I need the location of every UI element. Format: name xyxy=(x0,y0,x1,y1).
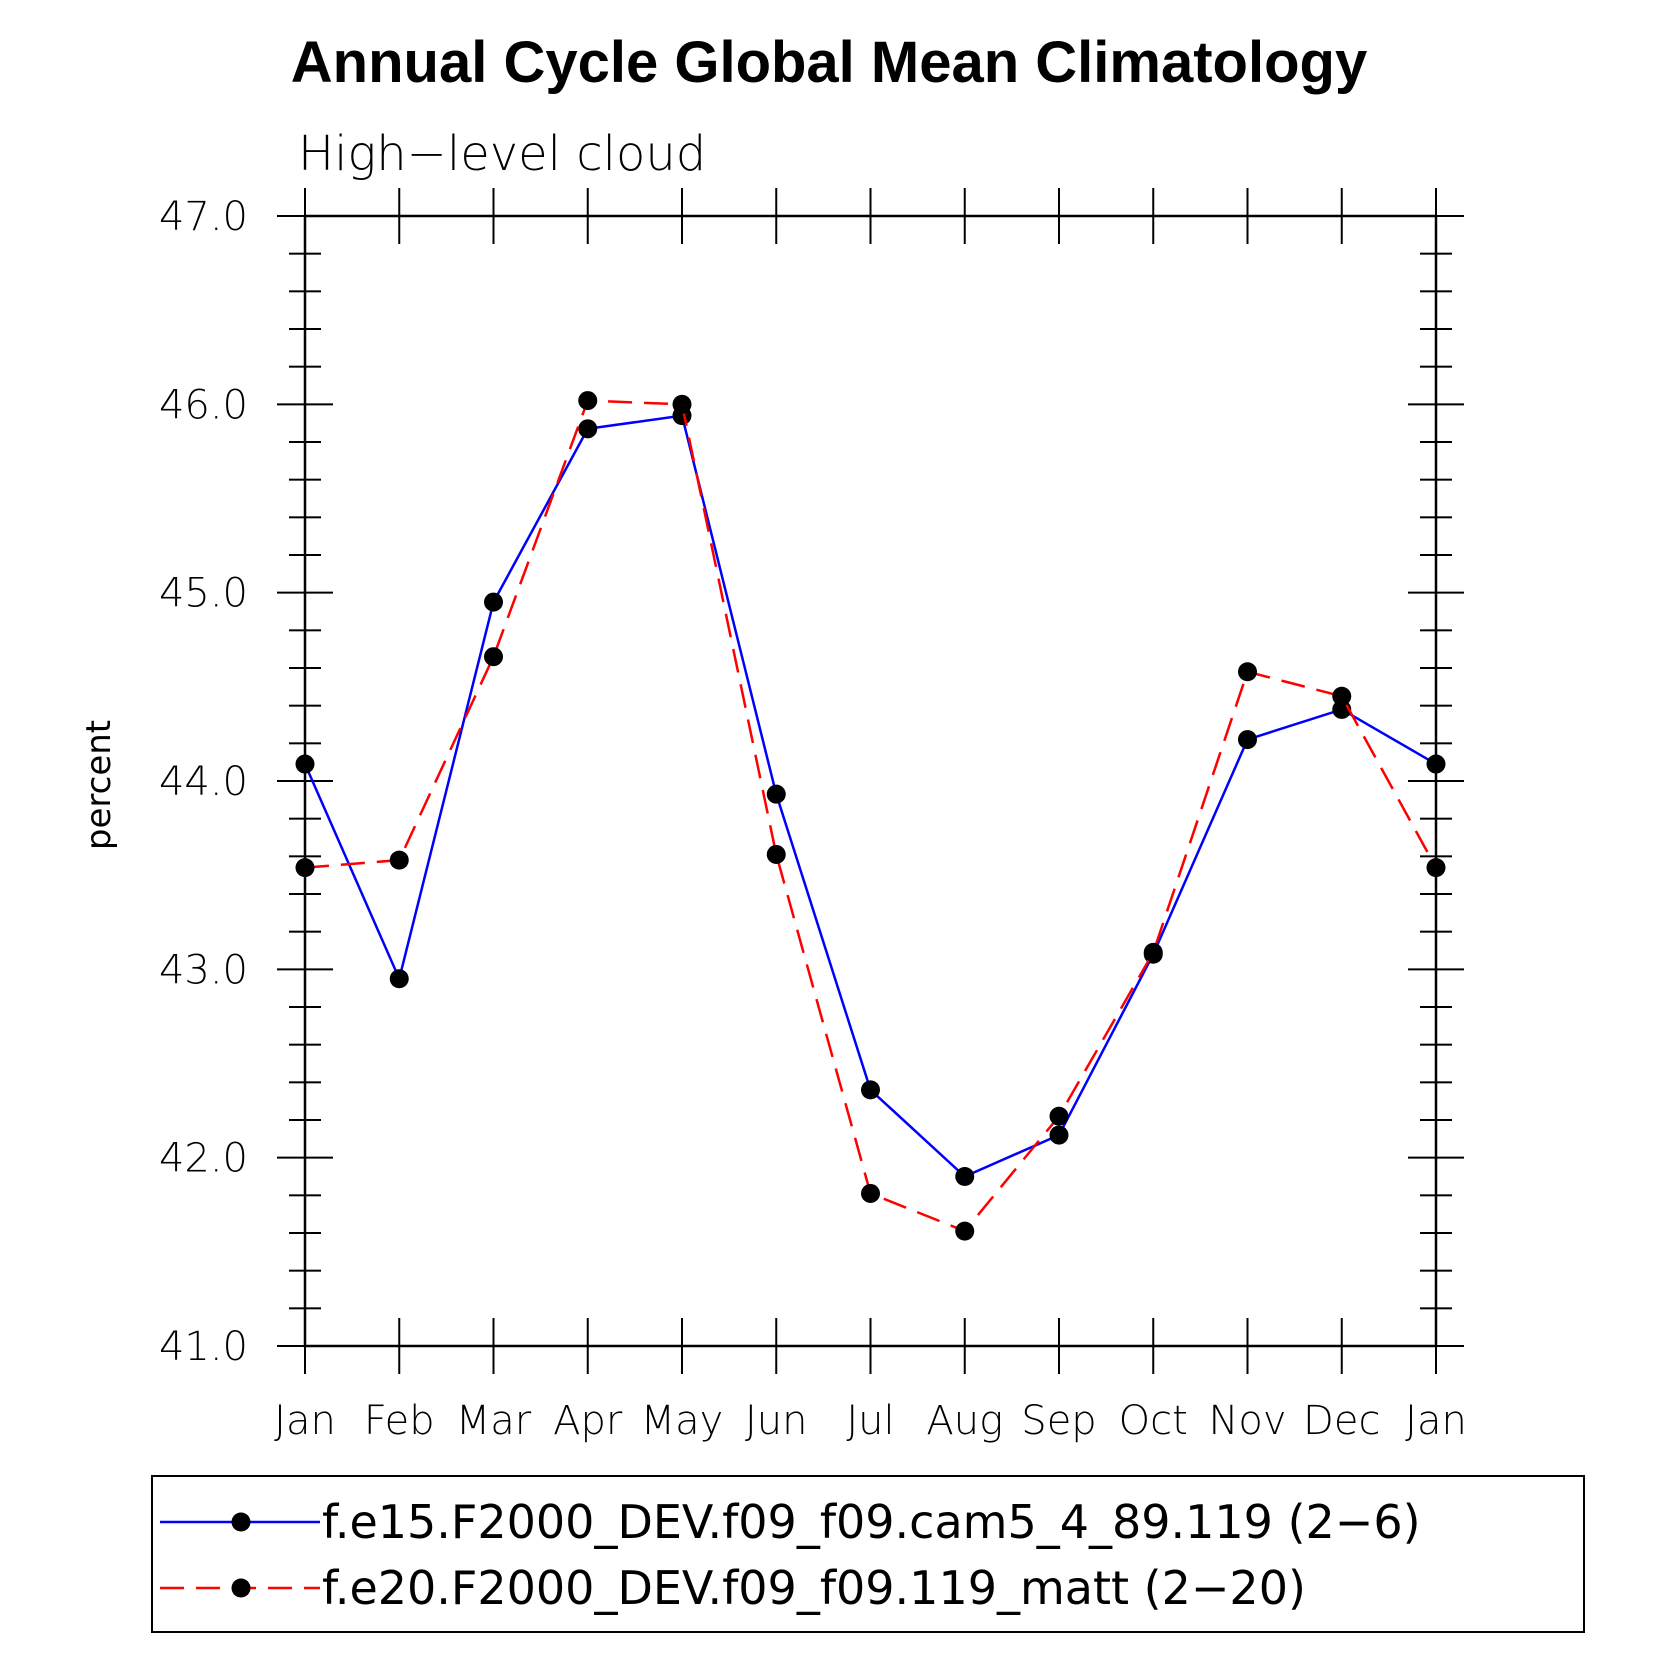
data-point-series-1 xyxy=(955,1167,975,1186)
data-point-series-1 xyxy=(484,592,503,612)
data-point-series-1 xyxy=(295,754,315,774)
y-tick-label: 45.0 xyxy=(159,571,248,617)
x-tick-label: Jan xyxy=(1405,1398,1467,1444)
x-tick-label: Jul xyxy=(846,1398,894,1444)
x-tick-label: Dec xyxy=(1303,1398,1380,1444)
plot-frame xyxy=(303,214,1438,1348)
data-point-series-2 xyxy=(766,844,786,864)
x-tick-labels: Jan Feb Mar Apr May Jun Jul Aug Sep Oct Nov Dec Jan xyxy=(274,1398,1467,1444)
legend-box xyxy=(151,1475,1585,1633)
x-tick-label: Aug xyxy=(926,1398,1003,1444)
x-tick-label: Jun xyxy=(745,1398,808,1444)
legend-marker-1 xyxy=(231,1512,251,1532)
data-point-series-1 xyxy=(389,969,409,989)
legend-label-1: f.e15.F2000_DEV.f09_f09.cam5_4_89.119 (2… xyxy=(322,1495,1421,1549)
series-line-1 xyxy=(303,414,1437,1178)
data-point-series-2 xyxy=(295,858,315,878)
data-point-series-1 xyxy=(1049,1125,1069,1145)
data-point-series-1 xyxy=(1238,730,1257,750)
legend-label-2: f.e20.F2000_DEV.f09_f09.119_matt (2−20) xyxy=(322,1561,1306,1615)
legend-marker-2 xyxy=(231,1578,251,1598)
data-point-series-2 xyxy=(1143,942,1163,962)
legend: f.e15.F2000_DEV.f09_f09.cam5_4_89.119 (2… xyxy=(160,1495,1421,1615)
axis-ticks xyxy=(277,188,1464,1374)
data-point-series-1 xyxy=(766,784,786,804)
data-point-series-2 xyxy=(484,647,503,667)
data-point-series-2 xyxy=(1332,686,1352,706)
data-point-series-2 xyxy=(672,394,692,414)
data-point-series-1 xyxy=(1426,754,1446,774)
x-tick-label: Oct xyxy=(1119,1398,1188,1444)
data-point-series-2 xyxy=(955,1221,975,1241)
x-tick-label: May xyxy=(641,1398,724,1444)
data-point-series-1 xyxy=(578,419,598,439)
chart-title: Annual Cycle Global Mean Climatology xyxy=(291,30,1367,95)
x-tick-label: Jan xyxy=(274,1398,336,1444)
y-tick-label: 47.0 xyxy=(159,194,248,240)
y-tick-label: 43.0 xyxy=(159,947,248,993)
data-point-series-2 xyxy=(1049,1106,1069,1126)
data-point-series-1 xyxy=(861,1080,880,1100)
y-tick-label: 44.0 xyxy=(159,759,248,805)
data-point-series-1 xyxy=(1332,699,1352,719)
y-tick-label: 41.0 xyxy=(159,1324,248,1370)
x-tick-label: Nov xyxy=(1208,1398,1286,1444)
data-point-series-2 xyxy=(389,850,409,870)
series-lines xyxy=(295,391,1446,1241)
data-point-series-2 xyxy=(861,1183,880,1203)
data-point-series-2 xyxy=(1426,858,1446,878)
x-tick-label: Mar xyxy=(456,1398,532,1444)
series-line-2 xyxy=(304,399,1438,1233)
x-tick-label: Sep xyxy=(1021,1398,1096,1444)
x-tick-label: Apr xyxy=(553,1398,623,1444)
y-axis-label: percent xyxy=(79,720,119,850)
data-point-series-2 xyxy=(578,391,598,411)
y-tick-labels: 41.0 42.0 43.0 44.0 45.0 46.0 47.0 xyxy=(159,194,248,1370)
x-tick-label: Feb xyxy=(364,1398,435,1444)
y-tick-label: 46.0 xyxy=(159,382,248,428)
data-point-series-2 xyxy=(1238,662,1257,682)
chart-subtitle: High−level cloud xyxy=(298,126,706,182)
y-tick-label: 42.0 xyxy=(159,1136,248,1182)
